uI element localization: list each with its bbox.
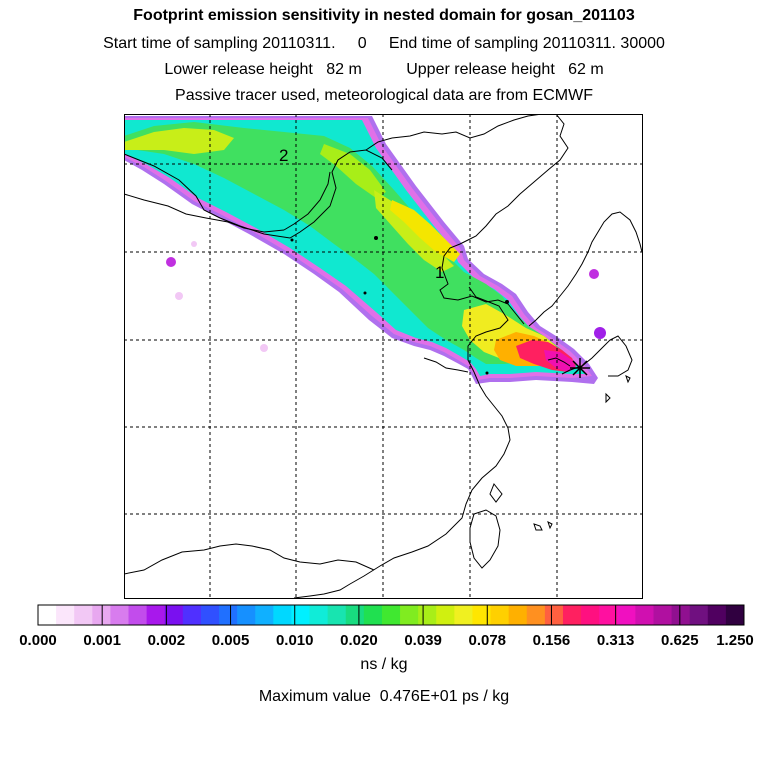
- map-label-1: 1: [435, 263, 444, 282]
- colorbar-cell: [255, 605, 274, 625]
- speck: [175, 292, 183, 300]
- colorbar-cell: [400, 605, 419, 625]
- colorbar-tick-label: 0.020: [340, 632, 378, 649]
- map-title: Footprint emission sensitivity in nested…: [133, 7, 635, 24]
- star-marker: [570, 358, 590, 378]
- colorbar-cell: [56, 605, 75, 625]
- colorbar-cell: [164, 605, 184, 625]
- colorbar-cell: [725, 605, 745, 625]
- colorbar-cell: [617, 605, 636, 625]
- colorbar-cell: [581, 605, 600, 625]
- footprint-map: 2 1: [124, 114, 643, 599]
- colorbar-frame: [37, 604, 745, 626]
- colorbar-cell: [200, 605, 220, 625]
- colorbar-cell: [526, 605, 546, 625]
- colorbar-cell: [381, 605, 401, 625]
- plume-core: [544, 350, 576, 372]
- colorbar-cell: [707, 605, 727, 625]
- colorbar-cell: [418, 605, 437, 625]
- speck: [166, 257, 176, 267]
- colorbar-cell: [544, 605, 564, 625]
- colorbar-tick-label: 0.001: [83, 632, 121, 649]
- colorbar-cell: [599, 605, 618, 625]
- coastlines: [124, 114, 643, 599]
- colorbar-tick-label: 0.000: [19, 632, 57, 649]
- plume-mid: [124, 128, 234, 154]
- map-dot: [505, 300, 509, 304]
- colorbar-tick-label: 0.078: [468, 632, 506, 649]
- colorbar-cell: [309, 605, 329, 625]
- colorbar-cell: [92, 605, 111, 625]
- colorbar-tick-label: 0.005: [212, 632, 250, 649]
- colorbar-tick-label: 0.313: [597, 632, 635, 649]
- colorbar-cell: [653, 605, 673, 625]
- colorbar-cell: [345, 605, 365, 625]
- plume-yellow: [390, 200, 460, 262]
- colorbar-cell: [363, 605, 383, 625]
- colorbar-cells: [38, 605, 745, 625]
- colorbar-cell: [689, 605, 709, 625]
- maximum-value-note: Maximum value 0.476E+01 ps / kg: [258, 688, 510, 705]
- colorbar-cell: [146, 605, 166, 625]
- colorbar-cell: [291, 605, 311, 625]
- colorbar-tick-label: 0.156: [533, 632, 571, 649]
- graticule: [124, 114, 643, 599]
- map-dot: [363, 291, 367, 295]
- colorbar-tick-label: 0.039: [404, 632, 442, 649]
- sampling-time-line: Start time of sampling 20110311. 0 End t…: [103, 35, 665, 52]
- colorbar-labels: 0.000 0.001 0.002 0.005 0.010 0.020 0.039 0.078…: [19, 632, 754, 649]
- colorbar-tick-label: 1.250: [716, 632, 754, 649]
- colorbar-cell: [74, 605, 93, 625]
- colorbar-tick-label: 0.010: [276, 632, 314, 649]
- colorbar-cell: [219, 605, 238, 625]
- speck: [594, 327, 606, 339]
- colorbar-cell: [436, 605, 455, 625]
- colorbar-cell: [472, 605, 492, 625]
- colorbar-cell: [562, 605, 582, 625]
- colorbar-cell: [182, 605, 202, 625]
- colorbar-units: ns / kg: [360, 656, 408, 673]
- colorbar: 0.000 0.001 0.002 0.005 0.010 0.020 0.039 0.078…: [0, 600, 768, 660]
- colorbar-tick-label: 0.625: [661, 632, 699, 649]
- colorbar-cell: [671, 605, 691, 625]
- release-height-line: Lower release height 82 m Upper release …: [164, 61, 604, 78]
- colorbar-cell: [110, 605, 130, 625]
- colorbar-cell: [38, 605, 57, 625]
- colorbar-cell: [508, 605, 528, 625]
- colorbar-cell: [635, 605, 654, 625]
- map-label-2: 2: [279, 146, 288, 165]
- colorbar-cell: [128, 605, 148, 625]
- colorbar-cell: [273, 605, 292, 625]
- speck: [589, 269, 599, 279]
- map-dot: [290, 238, 294, 242]
- speck: [191, 241, 197, 247]
- colorbar-cell: [237, 605, 256, 625]
- colorbar-cell: [327, 605, 347, 625]
- colorbar-cell: [490, 605, 510, 625]
- map-dot: [485, 371, 489, 375]
- plume-mid-2: [320, 144, 386, 198]
- speck: [260, 344, 268, 352]
- tracer-info-line: Passive tracer used, meteorological data…: [175, 87, 593, 104]
- colorbar-cell: [454, 605, 473, 625]
- plume-green: [124, 122, 572, 364]
- map-dot: [374, 236, 378, 240]
- colorbar-tick-label: 0.002: [148, 632, 186, 649]
